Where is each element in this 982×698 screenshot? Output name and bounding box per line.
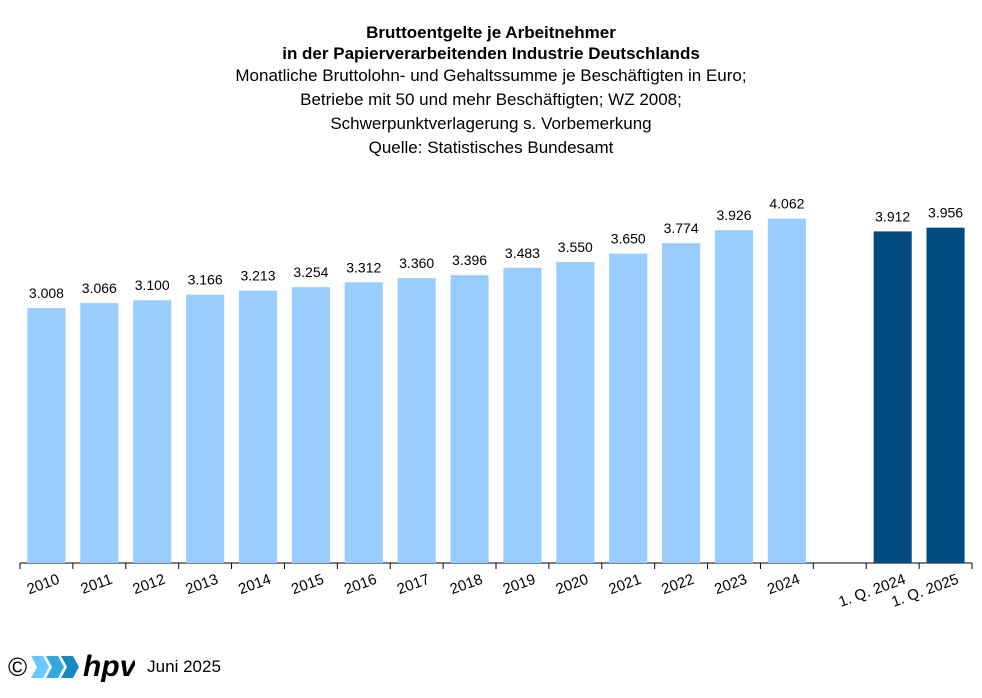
bar [873,231,912,563]
data-label: 3.650 [611,231,646,247]
hpv-logo-icon [31,656,80,678]
chart-subtitle-line-1: Monatliche Bruttolohn- und Gehaltssumme … [235,66,747,85]
bar [133,300,172,563]
hpv-logo-wordmark: hpv [83,650,135,683]
x-tick-label: 2022 [659,571,696,598]
chart-subtitle-line-2: Betriebe mit 50 und mehr Beschäftigten; … [300,90,682,109]
copyright-symbol: © [8,652,28,682]
x-tick-label: 2021 [606,571,643,598]
data-label: 3.213 [240,268,275,284]
x-tick-label: 2014 [236,571,273,598]
bar-chart: 3.008 2010 3.066 2011 3.100 2012 3.166 2013 3.21… [19,196,973,611]
x-tick-label: 2016 [342,571,379,598]
data-label: 3.912 [875,208,910,224]
chart-title-block: Bruttoentgelte je Arbeitnehmer in der Pa… [0,22,982,160]
bar [556,262,595,563]
x-tick-label: 2020 [554,571,591,598]
x-tick-label: 2023 [712,571,749,598]
bar [344,282,383,563]
bar [397,278,436,563]
bar [27,308,66,563]
bar [609,253,648,563]
footer: © hpv Juni 2025 [8,650,221,684]
chart-subtitle-line-3: Schwerpunktverlagerung s. Vorbemerkung [330,114,652,133]
hpv-logo-text: hpv [83,650,135,683]
bar [450,275,489,563]
x-tick-label: 2019 [501,571,538,598]
data-label: 3.100 [135,277,170,293]
x-tick-label: 2024 [765,571,802,598]
x-tick-label: 2011 [79,571,115,598]
x-tick-label: 2018 [448,571,485,598]
bar [80,303,119,563]
data-label: 3.066 [82,280,117,296]
chart-title-line-1: Bruttoentgelte je Arbeitnehmer [366,23,616,42]
data-label: 3.550 [558,239,593,255]
x-tick-label: 2012 [130,571,167,598]
bar [714,230,754,563]
x-tick-label: 2013 [183,571,220,598]
data-label: 3.254 [293,264,328,280]
data-label: 3.956 [928,205,963,221]
bar [926,227,965,564]
data-label: 3.483 [505,245,540,261]
bar [291,287,330,563]
data-label: 3.360 [399,255,434,271]
x-tick-label: 2015 [289,571,326,598]
data-label: 3.926 [716,207,751,223]
data-label: 3.008 [29,285,64,301]
data-label: 3.396 [452,252,487,268]
bar [767,218,806,563]
data-label: 4.062 [769,196,804,212]
data-label: 3.312 [346,259,381,275]
bar [662,243,701,563]
data-label: 3.166 [188,272,223,288]
bar [238,290,278,563]
footer-date: Juni 2025 [147,657,221,676]
x-tick-label: 2010 [25,571,62,598]
bar [503,267,542,563]
x-tick-label: 2017 [395,571,432,598]
data-label: 3.774 [664,220,699,236]
chart-subtitle-line-4: Quelle: Statistisches Bundesamt [368,138,614,157]
chart-title-line-2: in der Papierverarbeitenden Industrie De… [282,44,700,63]
bar [186,294,225,563]
